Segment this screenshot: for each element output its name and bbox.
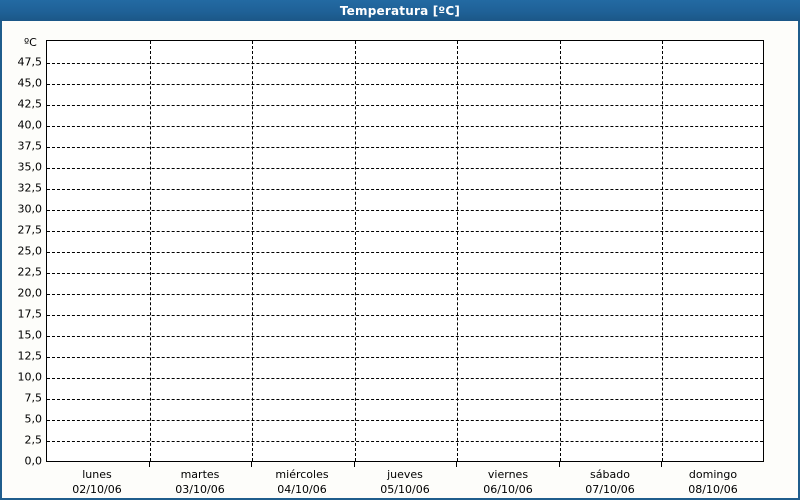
horizontal-gridline: [47, 210, 763, 211]
horizontal-gridline: [47, 357, 763, 358]
x-axis-tick-label: miércoles 04/10/06: [247, 467, 357, 497]
x-axis-date: 02/10/06: [72, 483, 122, 496]
vertical-gridline: [560, 41, 561, 461]
vertical-gridline: [457, 41, 458, 461]
y-axis-tick-label: 37,5: [17, 139, 43, 153]
x-axis-day-name: lunes: [82, 468, 112, 481]
horizontal-gridline: [47, 294, 763, 295]
horizontal-gridline: [47, 315, 763, 316]
y-axis-unit-label: ºC: [24, 36, 37, 49]
x-axis-tick-mark: [354, 462, 355, 467]
horizontal-gridline: [47, 252, 763, 253]
x-axis-tick-mark: [149, 462, 150, 467]
y-axis-tick-label: 5,0: [24, 412, 43, 426]
y-axis-tick-label: 10,0: [17, 370, 43, 384]
y-axis-tick-label: 15,0: [17, 328, 43, 342]
vertical-gridline: [252, 41, 253, 461]
vertical-gridline: [662, 41, 663, 461]
x-axis-tick-mark: [661, 462, 662, 467]
y-axis-tick-label: 35,0: [17, 160, 43, 174]
horizontal-gridline: [47, 84, 763, 85]
horizontal-gridline: [47, 63, 763, 64]
x-axis-tick-mark: [456, 462, 457, 467]
x-axis-tick-mark: [559, 462, 560, 467]
horizontal-gridline: [47, 441, 763, 442]
y-axis-tick-label: 22,5: [17, 265, 43, 279]
x-axis-tick-mark: [251, 462, 252, 467]
vertical-gridline: [355, 41, 356, 461]
x-axis-day-name: miércoles: [275, 468, 329, 481]
x-axis-day-name: viernes: [487, 468, 529, 481]
horizontal-gridline: [47, 420, 763, 421]
x-axis-tick-label: domingo 08/10/06: [658, 467, 768, 497]
x-axis-tick-label: martes 03/10/06: [145, 467, 255, 497]
x-axis-date: 08/10/06: [688, 483, 738, 496]
x-axis-day-name: martes: [180, 468, 220, 481]
horizontal-gridline: [47, 168, 763, 169]
horizontal-gridline: [47, 399, 763, 400]
x-axis-date: 07/10/06: [585, 483, 635, 496]
chart-canvas: ºC 47,5 45,0 42,5 40,0 37,5 35,0 32,5 30,0 27,5 2…: [2, 21, 798, 498]
y-axis-tick-label: 42,5: [17, 97, 43, 111]
x-axis-day-name: sábado: [590, 468, 630, 481]
y-axis-tick-label: 25,0: [17, 244, 43, 258]
plot-area: [46, 40, 764, 462]
window-title: Temperatura [ºC]: [339, 3, 461, 18]
y-axis-tick-label: 2,5: [24, 433, 43, 447]
horizontal-gridline: [47, 336, 763, 337]
y-axis-tick-label: 32,5: [17, 181, 43, 195]
x-axis-tick-labels: lunes 02/10/06 martes 03/10/06 miércoles 04/1…: [2, 467, 798, 499]
horizontal-gridline: [47, 147, 763, 148]
x-axis-tick-label: jueves 05/10/06: [350, 467, 460, 497]
x-axis-date: 04/10/06: [277, 483, 327, 496]
y-axis-tick-label: 0,0: [24, 454, 43, 468]
y-axis-tick-label: 27,5: [17, 223, 43, 237]
vertical-gridline: [150, 41, 151, 461]
x-axis-date: 06/10/06: [483, 483, 533, 496]
horizontal-gridline: [47, 126, 763, 127]
x-axis-tick-marks: [46, 462, 765, 467]
y-axis-tick-labels: 47,5 45,0 42,5 40,0 37,5 35,0 32,5 30,0 27,5 25,0…: [2, 40, 46, 467]
horizontal-gridline: [47, 189, 763, 190]
y-axis-tick-label: 40,0: [17, 118, 43, 132]
horizontal-gridline: [47, 105, 763, 106]
horizontal-gridline: [47, 378, 763, 379]
x-axis-tick-label: sábado 07/10/06: [555, 467, 665, 497]
y-axis-tick-label: 20,0: [17, 286, 43, 300]
x-axis-date: 03/10/06: [175, 483, 225, 496]
x-axis-day-name: jueves: [387, 468, 423, 481]
y-axis-tick-label: 47,5: [17, 55, 43, 69]
x-axis-day-name: domingo: [688, 468, 738, 481]
y-axis-tick-label: 12,5: [17, 349, 43, 363]
horizontal-gridline: [47, 231, 763, 232]
x-axis-tick-label: lunes 02/10/06: [42, 467, 152, 497]
y-axis-tick-label: 7,5: [24, 391, 43, 405]
window-title-bar: Temperatura [ºC]: [0, 0, 800, 21]
horizontal-gridline: [47, 273, 763, 274]
y-axis-tick-label: 17,5: [17, 307, 43, 321]
x-axis-tick-label: viernes 06/10/06: [453, 467, 563, 497]
y-axis-tick-label: 30,0: [17, 202, 43, 216]
y-axis-tick-label: 45,0: [17, 76, 43, 90]
x-axis-date: 05/10/06: [380, 483, 430, 496]
